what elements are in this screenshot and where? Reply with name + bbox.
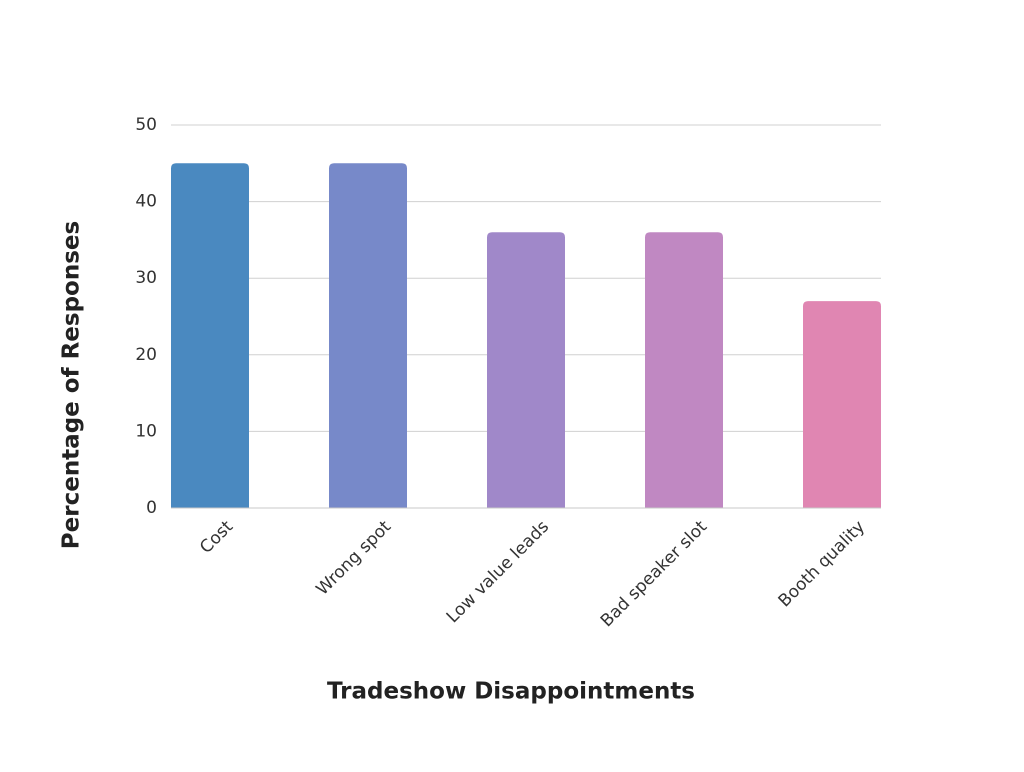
bar xyxy=(329,163,407,509)
y-tick-label: 10 xyxy=(135,421,157,441)
x-tick-label: Cost xyxy=(196,517,237,558)
y-axis-title: Percentage of Responses xyxy=(59,221,85,549)
x-axis-title: Tradeshow Disappointments xyxy=(327,679,695,705)
y-tick-label: 30 xyxy=(135,268,157,288)
bar xyxy=(171,163,249,509)
x-tick-label: Booth quality xyxy=(775,517,869,611)
y-tick-label: 40 xyxy=(135,192,157,212)
bar xyxy=(487,232,565,509)
x-tick-label: Wrong spot xyxy=(313,517,396,600)
bar xyxy=(803,301,881,508)
y-tick-label: 50 xyxy=(135,115,157,135)
x-tick-label: Low value leads xyxy=(443,517,553,627)
y-tick-label: 20 xyxy=(135,345,157,365)
x-tick-label: Bad speaker slot xyxy=(597,517,711,631)
bar xyxy=(645,232,723,509)
y-tick-label: 0 xyxy=(146,498,157,518)
